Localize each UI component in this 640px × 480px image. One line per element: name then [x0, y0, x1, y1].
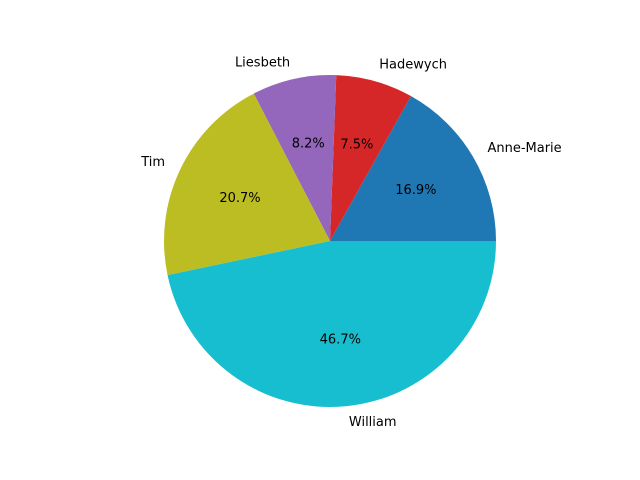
percent-label-tim: 20.7% [219, 191, 260, 206]
percent-label-anne-marie: 16.9% [395, 183, 436, 198]
pie-slice-tim [164, 93, 330, 276]
slice-label-liesbeth: Liesbeth [235, 55, 290, 70]
slice-label-hadewych: Hadewych [379, 58, 447, 73]
pie-slice-hadewych [330, 75, 411, 242]
pie-slices [164, 75, 496, 407]
pie-slice-anne-marie [330, 96, 496, 241]
slice-label-william: William [349, 415, 397, 430]
pie-labels: Anne-Marie 16.9% Hadewych 7.5% Liesbeth 8.2% T… [140, 55, 561, 430]
pie-slice-william [167, 241, 496, 407]
slice-label-anne-marie: Anne-Marie [487, 141, 561, 156]
percent-label-hadewych: 7.5% [340, 138, 373, 153]
slice-label-tim: Tim [140, 155, 165, 170]
percent-label-liesbeth: 8.2% [292, 136, 325, 151]
pie-slice-liesbeth [253, 75, 337, 241]
percent-label-william: 46.7% [320, 333, 361, 348]
